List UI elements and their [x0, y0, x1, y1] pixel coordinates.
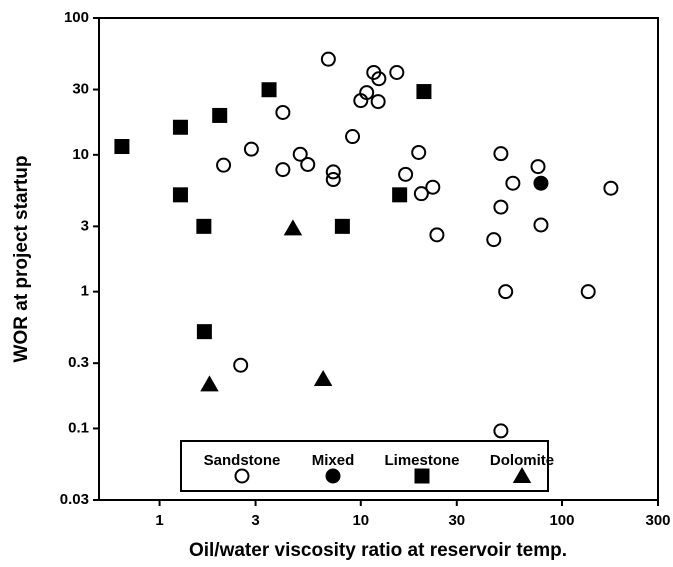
point — [580, 284, 596, 300]
point — [498, 284, 514, 300]
x-tick-label: 300 — [645, 512, 670, 529]
point — [172, 119, 188, 135]
point — [261, 82, 277, 98]
point — [416, 84, 432, 100]
point — [353, 93, 369, 109]
point — [114, 139, 130, 155]
point — [533, 175, 549, 191]
y-tick-label: 0.03 — [60, 491, 89, 508]
point — [493, 146, 509, 162]
point — [425, 179, 441, 195]
point — [200, 375, 219, 392]
point — [313, 369, 333, 386]
point — [320, 51, 336, 67]
legend-marker — [234, 468, 250, 484]
point — [413, 186, 429, 202]
point — [325, 164, 341, 180]
legend-label: Dolomite — [490, 452, 554, 469]
legend-marker — [414, 468, 430, 484]
x-tick-label: 3 — [251, 512, 259, 529]
point — [212, 107, 228, 123]
point — [275, 104, 291, 120]
point — [493, 199, 509, 215]
point — [196, 324, 212, 340]
legend-label: Mixed — [312, 452, 355, 469]
point — [486, 232, 502, 248]
y-tick-label: 10 — [72, 146, 89, 163]
point — [429, 227, 445, 243]
point — [603, 180, 619, 196]
point — [345, 129, 361, 145]
plot-frame — [98, 17, 659, 501]
point — [216, 157, 232, 173]
y-tick-label: 0.1 — [68, 419, 89, 436]
y-tick-label: 100 — [64, 9, 89, 26]
point — [243, 141, 259, 157]
point — [392, 187, 408, 203]
point — [283, 219, 303, 236]
y-tick-label: 1 — [81, 283, 89, 300]
legend-marker — [325, 468, 341, 484]
point — [334, 218, 350, 234]
legend-marker — [512, 466, 532, 483]
point — [233, 357, 249, 373]
point — [172, 187, 188, 203]
y-tick-label: 3 — [81, 217, 89, 234]
x-axis-label: Oil/water viscosity ratio at reservoir t… — [189, 540, 567, 561]
point — [292, 146, 308, 162]
point — [533, 217, 549, 233]
x-tick-label: 10 — [352, 512, 369, 529]
point — [398, 166, 414, 182]
point — [530, 159, 546, 175]
y-axis-label: WOR at project startup — [11, 156, 32, 363]
point — [275, 162, 291, 178]
x-tick-label: 30 — [448, 512, 465, 529]
point — [196, 218, 212, 234]
x-tick-label: 1 — [155, 512, 163, 529]
y-tick-label: 30 — [72, 81, 89, 98]
point — [389, 64, 405, 80]
point — [371, 71, 387, 87]
legend-label: Limestone — [384, 452, 459, 469]
point — [370, 94, 386, 110]
point — [325, 172, 341, 188]
point — [493, 423, 509, 439]
point — [411, 144, 427, 160]
legend-label: Sandstone — [204, 452, 281, 469]
point — [300, 156, 316, 172]
point — [505, 175, 521, 191]
y-tick-label: 0.3 — [68, 354, 89, 371]
x-tick-label: 100 — [549, 512, 574, 529]
